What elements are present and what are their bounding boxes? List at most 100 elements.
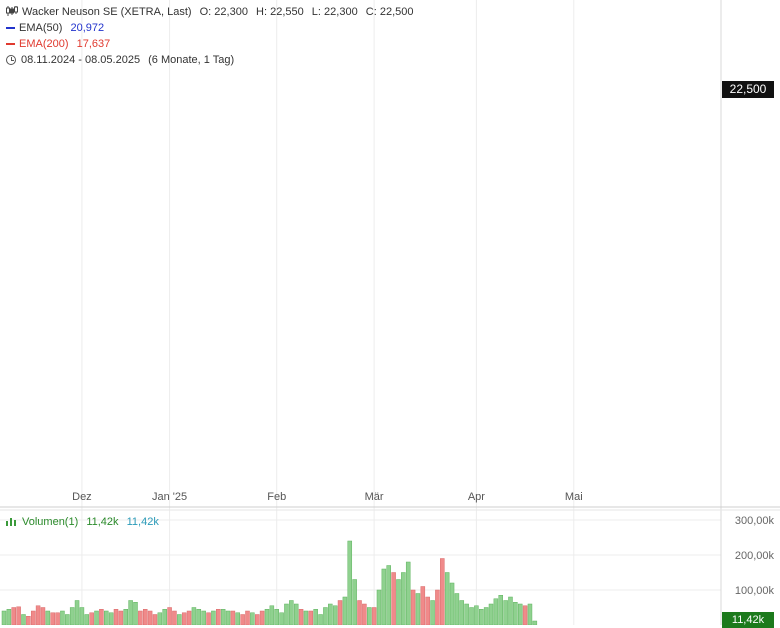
time-tick-label: Feb <box>267 491 286 503</box>
volume-bar <box>177 614 182 625</box>
ema200-legend[interactable]: EMA(200) 17,637 <box>6 36 110 52</box>
volume-bar <box>508 596 513 625</box>
volume-bar <box>493 598 499 625</box>
ema50-value: 20,972 <box>70 22 105 34</box>
period-range: 08.11.2024 - 08.05.2025 <box>21 54 141 66</box>
volume-bar <box>498 595 503 625</box>
volume-bar <box>99 609 104 625</box>
open-value: 22,300 <box>214 6 248 18</box>
volume-bar <box>108 612 114 625</box>
ohlc-legend: Wacker Neuson SE (XETRA, Last) O: 22,300… <box>6 4 413 20</box>
volume-bar <box>167 607 172 625</box>
volume-value-2: 11,42k <box>126 516 159 528</box>
volume-value-1: 11,42k <box>86 516 119 528</box>
volume-bar <box>367 607 372 625</box>
volume-bar <box>196 609 202 625</box>
time-tick-label: Mai <box>565 491 583 503</box>
volume-bar <box>216 609 221 625</box>
clock-icon <box>6 55 16 65</box>
volume-bar <box>386 565 391 625</box>
volume-bar <box>157 612 163 625</box>
volume-bar <box>250 612 255 625</box>
volume-bar <box>259 610 265 625</box>
period-legend[interactable]: 08.11.2024 - 08.05.2025 (6 Monate, 1 Tag… <box>6 52 234 68</box>
volume-bar <box>342 596 348 625</box>
volume-bar <box>26 616 31 625</box>
volume-bar <box>104 610 109 625</box>
volume-bar <box>16 606 21 625</box>
volume-bar <box>118 610 124 625</box>
volume-bar <box>328 603 333 625</box>
low-value: 22,300 <box>324 6 358 18</box>
volume-bar <box>357 600 362 625</box>
volume-axis[interactable]: 100,00k 200,00k 300,00k <box>735 515 775 597</box>
volume-legend: Volumen(1) 11,42k 11,42k <box>6 514 159 530</box>
volume-bar <box>147 610 153 625</box>
volume-bar <box>40 607 46 625</box>
volume-bar <box>464 603 469 625</box>
volume-bar <box>133 602 138 625</box>
volume-bar <box>65 614 70 625</box>
volume-bar <box>420 586 426 625</box>
volume-bar <box>6 609 12 625</box>
volume-bar <box>405 561 411 625</box>
volume-bar <box>371 607 377 625</box>
volume-bar <box>332 605 338 625</box>
volume-bar <box>425 596 430 625</box>
volume-bar <box>391 572 396 625</box>
instrument-name: Wacker Neuson SE (XETRA, Last) <box>22 6 192 18</box>
volume-bar <box>479 609 484 625</box>
volume-bar <box>113 609 119 625</box>
volume-bar <box>230 610 236 625</box>
volume-bar <box>527 603 533 625</box>
volume-bar <box>362 603 367 625</box>
volume-bar <box>128 600 133 625</box>
candlestick-icon <box>6 6 18 16</box>
volume-bar <box>264 609 270 625</box>
volume-bar <box>517 603 523 625</box>
period-detail: (6 Monate, 1 Tag) <box>148 54 235 66</box>
volume-bar <box>435 589 440 625</box>
ema200-label: EMA(200) <box>19 38 69 50</box>
volume-bar <box>220 609 226 625</box>
volume-bar <box>469 607 474 625</box>
volume-label: Volumen(1) <box>22 516 79 528</box>
volume-bar <box>123 609 128 625</box>
volume-bar <box>274 609 279 625</box>
volume-tick-label: 300,00k <box>735 515 775 527</box>
ema200-swatch <box>6 43 15 46</box>
volume-bar <box>235 612 241 625</box>
volume-bar <box>337 600 343 625</box>
volume-bar <box>522 605 528 625</box>
last-volume-badge: 11,42k <box>722 612 774 628</box>
ema50-swatch <box>6 27 15 30</box>
time-axis[interactable]: Dez Jan '25 Feb Mär Apr Mai <box>72 491 583 503</box>
volume-bar <box>254 614 260 625</box>
volume-bar <box>474 605 479 625</box>
volume-bar <box>313 609 318 625</box>
volume-bar <box>162 609 167 625</box>
volume-bar <box>459 600 465 625</box>
volume-bar <box>347 540 353 625</box>
volume-bar <box>503 600 508 625</box>
volume-bar <box>269 605 275 625</box>
low-label: L: <box>311 6 321 18</box>
time-tick-label: Apr <box>468 491 485 503</box>
volume-bar <box>191 607 197 625</box>
ema50-legend[interactable]: EMA(50) 20,972 <box>6 20 104 36</box>
time-grid <box>81 0 575 625</box>
high-label: H: <box>256 6 268 18</box>
volume-bar <box>440 558 445 625</box>
volume-bar <box>94 610 99 625</box>
time-tick-label: Jan '25 <box>152 491 187 503</box>
last-price-badge: 22,500 <box>722 81 774 98</box>
volume-bar <box>21 614 26 625</box>
volume-tick-label: 200,00k <box>735 550 775 562</box>
volume-bar <box>50 612 55 625</box>
volume-bar <box>293 603 299 625</box>
volume-bar <box>410 589 416 625</box>
volume-bar <box>298 609 304 625</box>
volume-bar <box>376 589 382 625</box>
volume-bar <box>289 600 294 625</box>
